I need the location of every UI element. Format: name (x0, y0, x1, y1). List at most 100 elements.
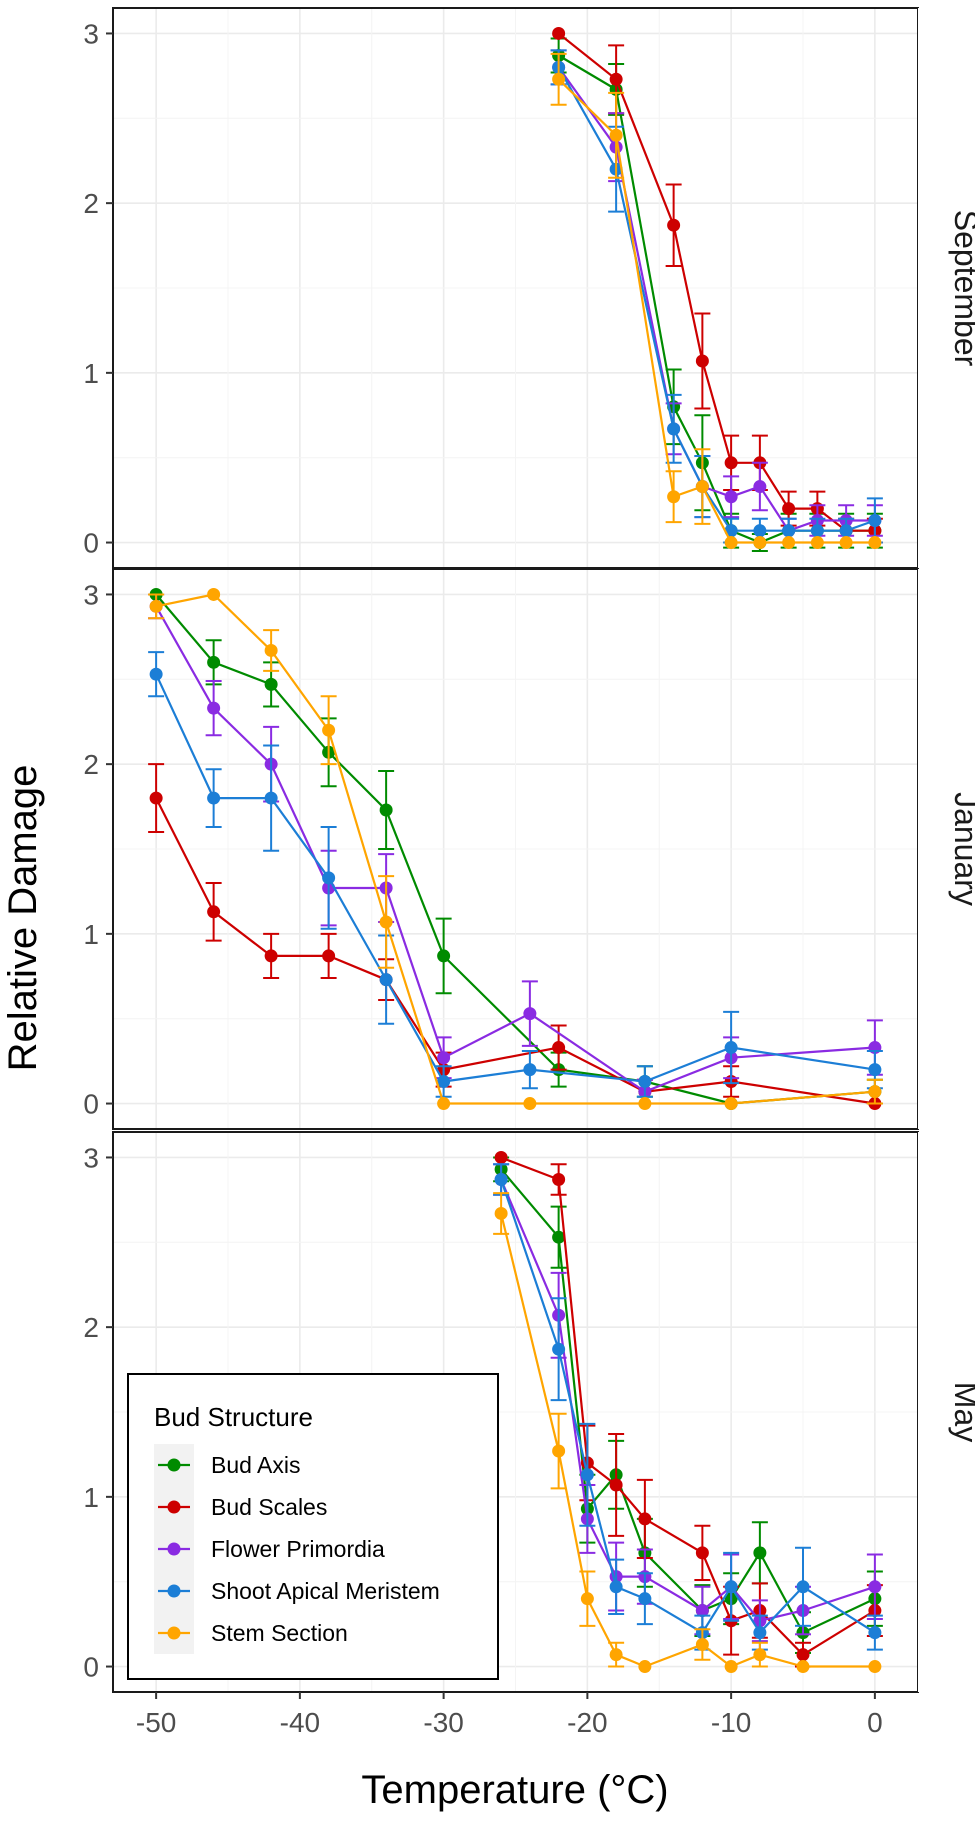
y-tick-label: 1 (83, 919, 99, 950)
data-point (810, 524, 824, 538)
y-tick-label: 2 (83, 1312, 99, 1343)
data-point (437, 949, 451, 963)
data-point (753, 480, 767, 494)
legend-label: Flower Primordia (211, 1536, 385, 1562)
data-point (207, 791, 221, 805)
strip-background (918, 1132, 970, 1692)
legend-key-marker (167, 1542, 181, 1556)
legend-key-marker (167, 1584, 181, 1598)
data-point (264, 791, 278, 805)
data-point (379, 915, 393, 929)
series-line (500, 1168, 876, 1635)
data-point (580, 1468, 594, 1482)
data-point (695, 1604, 709, 1618)
series-line (155, 605, 875, 1093)
data-point (149, 791, 163, 805)
data-point (667, 422, 681, 436)
data-point (695, 1546, 709, 1560)
legend-key-marker (167, 1500, 181, 1514)
legend-key-marker (167, 1458, 181, 1472)
data-point (810, 536, 824, 550)
y-tick-label: 2 (83, 188, 99, 219)
data-point (724, 456, 738, 470)
data-point (552, 1444, 566, 1458)
data-point (494, 1173, 508, 1187)
y-tick-label: 3 (83, 1142, 99, 1173)
legend-label: Bud Axis (211, 1452, 301, 1478)
strip-background (918, 569, 970, 1129)
y-tick-label: 0 (83, 1652, 99, 1683)
data-point (523, 1097, 537, 1111)
series-line (155, 593, 875, 1105)
data-point (437, 1051, 451, 1065)
data-point (207, 587, 221, 601)
data-point (523, 1063, 537, 1077)
data-point (609, 1648, 623, 1662)
data-point (638, 1660, 652, 1674)
data-point (868, 1660, 882, 1674)
data-point (638, 1074, 652, 1088)
data-point (322, 723, 336, 737)
data-point (207, 655, 221, 669)
data-point (149, 599, 163, 613)
legend: Bud Structure Bud Axis Bud Scales Flower Pr… (127, 1373, 499, 1680)
data-point (609, 72, 623, 86)
series-stem-section (493, 1192, 882, 1674)
data-point (207, 701, 221, 715)
strip-label: September (948, 210, 975, 367)
data-point (796, 1660, 810, 1674)
legend-item: Bud Scales (158, 1494, 327, 1520)
data-point (552, 26, 566, 40)
x-axis-title: Temperature (°C) (361, 1768, 668, 1812)
data-point (609, 1478, 623, 1492)
series-line (500, 1213, 875, 1668)
strip-background (918, 8, 970, 568)
data-point (494, 1150, 508, 1164)
data-point (667, 218, 681, 232)
panel-september: September 0 1 2 3 (83, 7, 975, 569)
data-point (494, 1206, 508, 1220)
strip-label: May (948, 1382, 975, 1442)
data-point (638, 1592, 652, 1606)
y-tick-label: 3 (83, 18, 99, 49)
data-point (782, 524, 796, 538)
data-point (724, 1660, 738, 1674)
y-tick-label: 0 (83, 528, 99, 559)
data-point (609, 128, 623, 142)
data-point (724, 1097, 738, 1111)
x-tick-label: -10 (711, 1707, 751, 1738)
data-point (264, 643, 278, 657)
data-point (149, 667, 163, 681)
data-point (552, 1173, 566, 1187)
data-point (264, 949, 278, 963)
data-point (552, 1041, 566, 1055)
data-point (523, 1007, 537, 1021)
legend-item: Stem Section (158, 1620, 348, 1646)
data-point (552, 72, 566, 86)
legend-item: Flower Primordia (158, 1536, 385, 1562)
y-tick-label: 1 (83, 358, 99, 389)
data-point (782, 536, 796, 550)
data-point (379, 973, 393, 987)
series-line (155, 593, 875, 1105)
series-line (500, 1156, 876, 1657)
y-tick-label: 3 (83, 579, 99, 610)
y-tick-label: 2 (83, 749, 99, 780)
y-tick-label: 1 (83, 1482, 99, 1513)
data-point (609, 1580, 623, 1594)
data-point (782, 502, 796, 516)
data-point (796, 1648, 810, 1662)
strip-label: January (948, 792, 975, 906)
data-point (695, 480, 709, 494)
data-point (695, 354, 709, 368)
series-line (557, 78, 875, 544)
data-point (437, 1074, 451, 1088)
series-line (557, 66, 876, 532)
series-line (155, 673, 876, 1083)
series-shoot-apical-meristem (493, 1163, 883, 1651)
x-tick-label: -40 (280, 1707, 320, 1738)
legend-title: Bud Structure (154, 1402, 313, 1432)
data-point (868, 1580, 882, 1594)
data-point (552, 1230, 566, 1244)
data-point (207, 905, 221, 919)
